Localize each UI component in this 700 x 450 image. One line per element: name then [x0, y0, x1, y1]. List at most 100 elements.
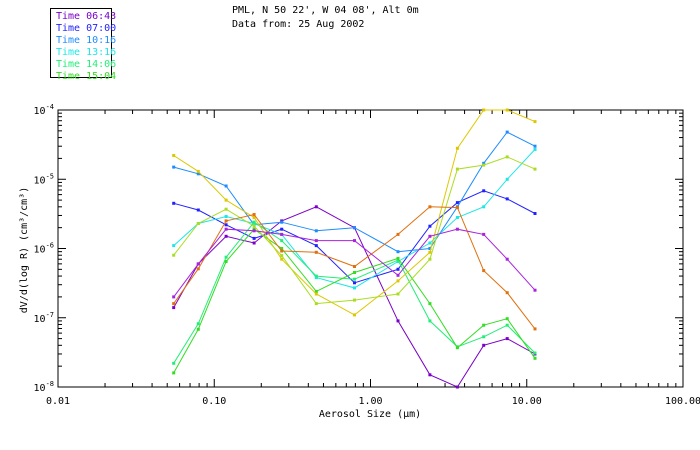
data-point: [455, 201, 459, 205]
data-point: [428, 247, 432, 250]
data-point: [196, 327, 200, 331]
data-point: [482, 343, 486, 347]
data-point: [353, 239, 356, 243]
data-point: [196, 222, 200, 225]
data-point: [396, 319, 400, 323]
data-point: [505, 323, 509, 327]
data-point: [196, 322, 200, 326]
data-point: [428, 205, 432, 209]
x-tick-labels: 0.01 0.10 1.00 10.00 100.00: [46, 396, 700, 407]
data-point: [172, 253, 176, 257]
y-tick-label: 10-7: [34, 311, 54, 325]
data-point: [428, 257, 432, 261]
data-point: [482, 163, 486, 167]
data-point: [314, 250, 318, 254]
data-point: [533, 147, 537, 151]
x-tick-label: 1.00: [358, 396, 382, 407]
y-tick-labels: 10-8 10-7 10-6 10-5 10-4: [34, 103, 54, 394]
data-point: [224, 234, 228, 238]
data-point: [196, 262, 200, 266]
y-tick-label: 10-6: [34, 242, 54, 256]
data-point: [482, 161, 486, 165]
data-point: [314, 274, 318, 278]
data-point: [353, 313, 356, 317]
data-point: [196, 169, 200, 173]
data-point: [482, 232, 486, 236]
data-point: [224, 198, 228, 202]
data-point: [455, 227, 459, 231]
data-point: [172, 165, 176, 169]
data-point: [396, 250, 400, 254]
y-axis-label: dV/d(log R) (cm³/cm³): [19, 187, 30, 313]
y-tick-label: 10-5: [34, 172, 54, 186]
data-point: [252, 213, 256, 216]
data-point: [172, 244, 176, 248]
y-tick-label: 10-4: [34, 103, 54, 117]
data-point: [505, 155, 509, 159]
legend-item: Time 14:06: [56, 59, 117, 70]
data-point: [172, 302, 176, 306]
data-point: [533, 212, 537, 215]
data-point: [505, 108, 509, 112]
legend: Time 06:43 Time 07:00 Time 10:16 Time 13…: [50, 8, 117, 82]
data-point: [428, 234, 432, 238]
data-point: [196, 208, 200, 212]
plot-frame: [57, 109, 684, 388]
legend-item: Time 10:16: [56, 35, 117, 46]
series-line: [173, 221, 536, 364]
data-point: [280, 257, 284, 261]
data-point: [314, 244, 318, 248]
data-point: [172, 361, 176, 365]
x-tick-label: 100.00: [665, 396, 700, 407]
data-point: [396, 292, 400, 296]
data-point: [482, 335, 486, 339]
legend-item: Time 06:43: [56, 11, 117, 22]
x-axis-label: Aerosol Size (μm): [319, 409, 421, 420]
data-point: [482, 323, 486, 327]
data-point: [353, 277, 356, 281]
data-point: [252, 216, 256, 219]
data-point: [353, 271, 356, 274]
data-point: [280, 220, 284, 224]
data-point: [533, 327, 537, 331]
data-point: [172, 371, 176, 375]
data-point: [224, 260, 228, 263]
data-point: [353, 226, 356, 230]
data-point: [280, 227, 284, 231]
data-point: [224, 207, 228, 211]
legend-item: Time 13:16: [56, 47, 117, 58]
x-tick-label: 10.00: [512, 396, 542, 407]
data-point: [428, 373, 432, 377]
data-point: [224, 227, 228, 231]
data-point: [505, 291, 509, 295]
data-point: [224, 223, 228, 227]
tick-marks: [57, 109, 684, 388]
data-point: [280, 254, 284, 258]
data-point: [252, 236, 256, 240]
data-point: [455, 346, 459, 350]
data-point: [505, 257, 509, 261]
data-point: [252, 229, 256, 233]
data-point: [314, 239, 318, 243]
data-point: [252, 227, 256, 231]
data-point: [533, 356, 537, 360]
y-tick-label: 10-8: [34, 380, 54, 394]
data-point: [428, 319, 432, 323]
data-date: Data from: 25 Aug 2002: [232, 19, 365, 30]
data-point: [314, 289, 318, 293]
data-point: [455, 385, 459, 389]
data-point: [505, 337, 509, 341]
data-point: [353, 298, 356, 302]
data-point: [533, 167, 537, 171]
data-point: [505, 130, 509, 134]
data-point: [172, 306, 176, 310]
data-point: [353, 286, 356, 290]
station-info: PML, N 50 22', W 04 08', Alt 0m: [232, 5, 419, 16]
data-point: [396, 267, 400, 271]
data-point: [224, 219, 228, 223]
data-point: [396, 273, 400, 277]
data-point: [482, 108, 486, 112]
data-point: [353, 265, 356, 268]
data-point: [196, 267, 200, 271]
